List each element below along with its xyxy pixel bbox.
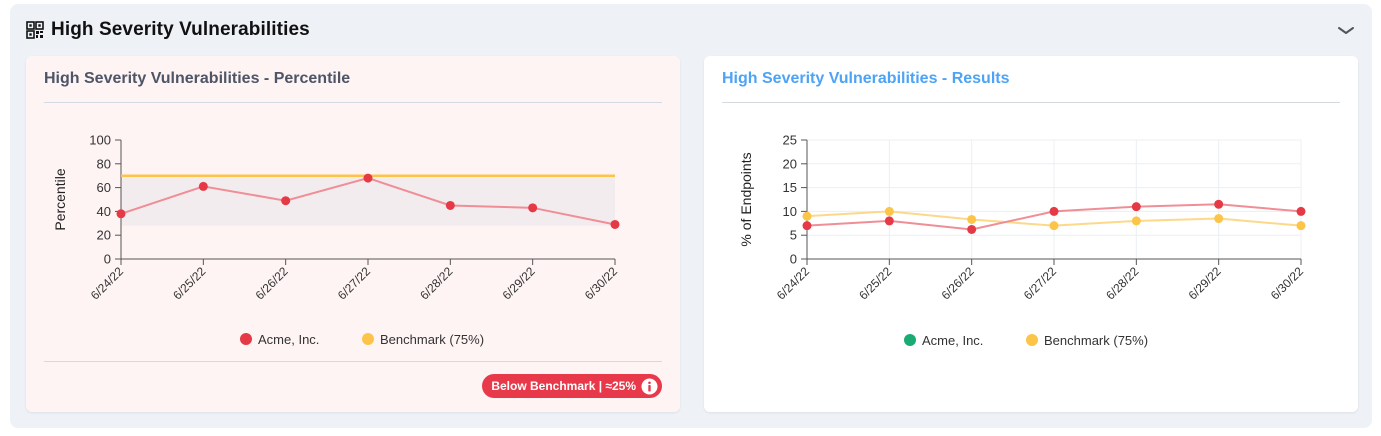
data-point-acme: [445, 200, 455, 210]
y-tick-label: 60: [97, 180, 111, 195]
data-point-benchmark: [802, 211, 812, 221]
data-point-benchmark: [1049, 221, 1059, 231]
y-tick-label: 10: [783, 204, 797, 219]
results-chart-title[interactable]: High Severity Vulnerabilities - Results: [722, 70, 1010, 87]
data-point-acme: [528, 203, 538, 213]
results-card: High Severity Vulnerabilities - Results …: [704, 56, 1358, 412]
x-tick-label: 6/24/22: [88, 264, 126, 302]
data-point-acme: [1296, 206, 1306, 216]
x-tick-label: 6/25/22: [856, 264, 894, 302]
high-severity-panel: High Severity Vulnerabilities High Sever…: [10, 4, 1372, 428]
y-tick-label: 0: [790, 252, 797, 267]
data-point-benchmark: [967, 214, 977, 224]
y-axis-label: % of Endpoints: [738, 152, 754, 246]
data-point-acme: [281, 196, 291, 206]
y-tick-label: 25: [783, 133, 797, 148]
panel-header: High Severity Vulnerabilities: [26, 18, 1356, 42]
title-divider: [722, 102, 1340, 103]
title-divider: [44, 102, 662, 103]
data-point-acme: [1131, 202, 1141, 212]
results-chart: 0 5 10 15 20 25 6/24/22 6/25/22 6/26/22 6/27/22 6/…: [738, 133, 1306, 349]
percentile-chart-title: High Severity Vulnerabilities - Percenti…: [44, 70, 351, 87]
y-tick-label: 15: [783, 180, 797, 195]
benchmark-band: [121, 175, 615, 226]
data-point-benchmark: [1296, 221, 1306, 231]
legend-label: Acme, Inc.: [258, 332, 319, 347]
x-tick-label: 6/24/22: [774, 264, 812, 302]
y-tick-label: 5: [790, 228, 797, 243]
data-point-acme: [610, 219, 620, 229]
legend-marker: [240, 333, 252, 345]
legend-label: Benchmark (75%): [380, 332, 484, 347]
info-icon[interactable]: [641, 378, 658, 395]
percentile-chart: 0 20 40 60 80 100 6/24/22 6/25/22 6/26/22 6/27/22…: [52, 133, 620, 348]
x-tick-label: 6/30/22: [582, 264, 620, 302]
x-tick-label: 6/26/22: [939, 264, 977, 302]
data-point-acme: [1049, 206, 1059, 216]
legend-label: Benchmark (75%): [1044, 333, 1148, 348]
badge-label: Below Benchmark | ≈25%: [491, 379, 636, 393]
y-tick-label: 20: [783, 156, 797, 171]
x-tick-label: 6/26/22: [253, 264, 291, 302]
data-point-acme: [967, 224, 977, 234]
x-tick-label: 6/27/22: [335, 264, 373, 302]
qr-code-icon: [26, 21, 44, 39]
chevron-down-icon[interactable]: [1336, 18, 1356, 42]
y-tick-label: 100: [89, 133, 111, 148]
legend-marker: [362, 333, 374, 345]
data-point-benchmark: [1214, 214, 1224, 224]
data-point-acme: [1214, 199, 1224, 209]
y-tick-label: 40: [97, 204, 111, 219]
data-point-acme: [363, 173, 373, 183]
data-point-acme: [116, 209, 126, 219]
y-tick-label: 20: [97, 228, 111, 243]
y-axis-label: Percentile: [52, 168, 68, 230]
data-point-benchmark: [884, 206, 894, 216]
y-tick-label: 80: [97, 156, 111, 171]
data-point-acme: [802, 221, 812, 231]
data-point-benchmark: [1131, 216, 1141, 226]
data-point-acme: [884, 216, 894, 226]
x-tick-label: 6/30/22: [1268, 264, 1306, 302]
legend-label: Acme, Inc.: [922, 333, 983, 348]
legend-marker: [904, 334, 916, 346]
x-tick-label: 6/25/22: [170, 264, 208, 302]
x-tick-label: 6/28/22: [417, 264, 455, 302]
footer-divider: [44, 361, 662, 362]
below-benchmark-badge[interactable]: Below Benchmark | ≈25%: [482, 374, 662, 398]
data-point-acme: [198, 181, 208, 191]
x-tick-label: 6/27/22: [1021, 264, 1059, 302]
x-tick-label: 6/29/22: [1186, 264, 1224, 302]
x-tick-label: 6/29/22: [500, 264, 538, 302]
panel-title: High Severity Vulnerabilities: [51, 19, 310, 40]
x-tick-label: 6/28/22: [1103, 264, 1141, 302]
percentile-card: High Severity Vulnerabilities - Percenti…: [26, 56, 680, 412]
legend-marker: [1026, 334, 1038, 346]
y-tick-label: 0: [104, 252, 111, 267]
